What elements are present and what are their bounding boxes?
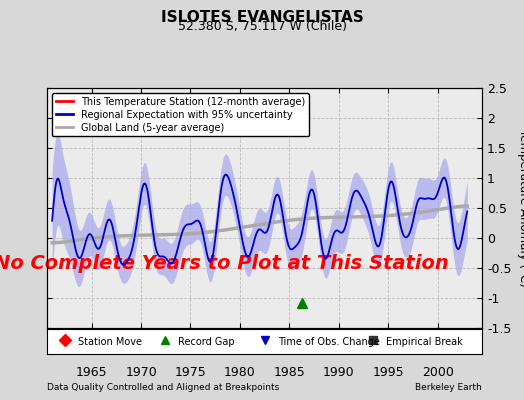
Text: Empirical Break: Empirical Break	[386, 337, 463, 346]
Text: 52.380 S, 75.117 W (Chile): 52.380 S, 75.117 W (Chile)	[178, 20, 346, 33]
Y-axis label: Temperature Anomaly (°C): Temperature Anomaly (°C)	[517, 129, 524, 287]
Text: 1980: 1980	[224, 366, 256, 379]
Text: 1965: 1965	[76, 366, 107, 379]
Text: Data Quality Controlled and Aligned at Breakpoints: Data Quality Controlled and Aligned at B…	[47, 383, 279, 392]
Text: ISLOTES EVANGELISTAS: ISLOTES EVANGELISTAS	[161, 10, 363, 25]
Text: 1970: 1970	[125, 366, 157, 379]
Text: 1985: 1985	[274, 366, 305, 379]
Text: 2000: 2000	[422, 366, 454, 379]
Text: No Complete Years to Plot at This Station: No Complete Years to Plot at This Statio…	[0, 254, 449, 273]
Text: 1995: 1995	[373, 366, 404, 379]
Text: Record Gap: Record Gap	[178, 337, 234, 346]
Text: Time of Obs. Change: Time of Obs. Change	[278, 337, 379, 346]
Text: Berkeley Earth: Berkeley Earth	[416, 383, 482, 392]
Text: 1975: 1975	[174, 366, 206, 379]
Legend: This Temperature Station (12-month average), Regional Expectation with 95% uncer: This Temperature Station (12-month avera…	[52, 93, 309, 136]
Text: 1990: 1990	[323, 366, 355, 379]
Text: Station Move: Station Move	[78, 337, 141, 346]
